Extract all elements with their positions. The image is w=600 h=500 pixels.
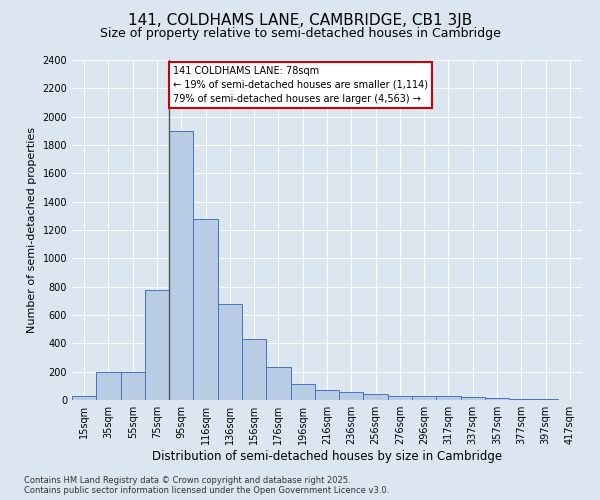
Bar bbox=[364, 394, 388, 400]
Bar bbox=[96, 372, 121, 400]
Bar bbox=[509, 398, 533, 400]
Bar bbox=[315, 390, 339, 400]
Bar bbox=[339, 392, 364, 400]
Bar bbox=[218, 304, 242, 400]
Bar bbox=[266, 368, 290, 400]
Y-axis label: Number of semi-detached properties: Number of semi-detached properties bbox=[27, 127, 37, 333]
Bar bbox=[121, 372, 145, 400]
Bar bbox=[461, 397, 485, 400]
Bar bbox=[485, 398, 509, 400]
X-axis label: Distribution of semi-detached houses by size in Cambridge: Distribution of semi-detached houses by … bbox=[152, 450, 502, 463]
Bar bbox=[290, 384, 315, 400]
Bar bbox=[388, 396, 412, 400]
Bar bbox=[193, 220, 218, 400]
Text: 141 COLDHAMS LANE: 78sqm
← 19% of semi-detached houses are smaller (1,114)
79% o: 141 COLDHAMS LANE: 78sqm ← 19% of semi-d… bbox=[173, 66, 428, 104]
Bar bbox=[169, 131, 193, 400]
Bar bbox=[145, 290, 169, 400]
Bar bbox=[436, 396, 461, 400]
Bar bbox=[72, 396, 96, 400]
Text: Contains HM Land Registry data © Crown copyright and database right 2025.
Contai: Contains HM Land Registry data © Crown c… bbox=[24, 476, 389, 495]
Text: Size of property relative to semi-detached houses in Cambridge: Size of property relative to semi-detach… bbox=[100, 28, 500, 40]
Text: 141, COLDHAMS LANE, CAMBRIDGE, CB1 3JB: 141, COLDHAMS LANE, CAMBRIDGE, CB1 3JB bbox=[128, 12, 472, 28]
Bar bbox=[412, 396, 436, 400]
Bar bbox=[242, 339, 266, 400]
